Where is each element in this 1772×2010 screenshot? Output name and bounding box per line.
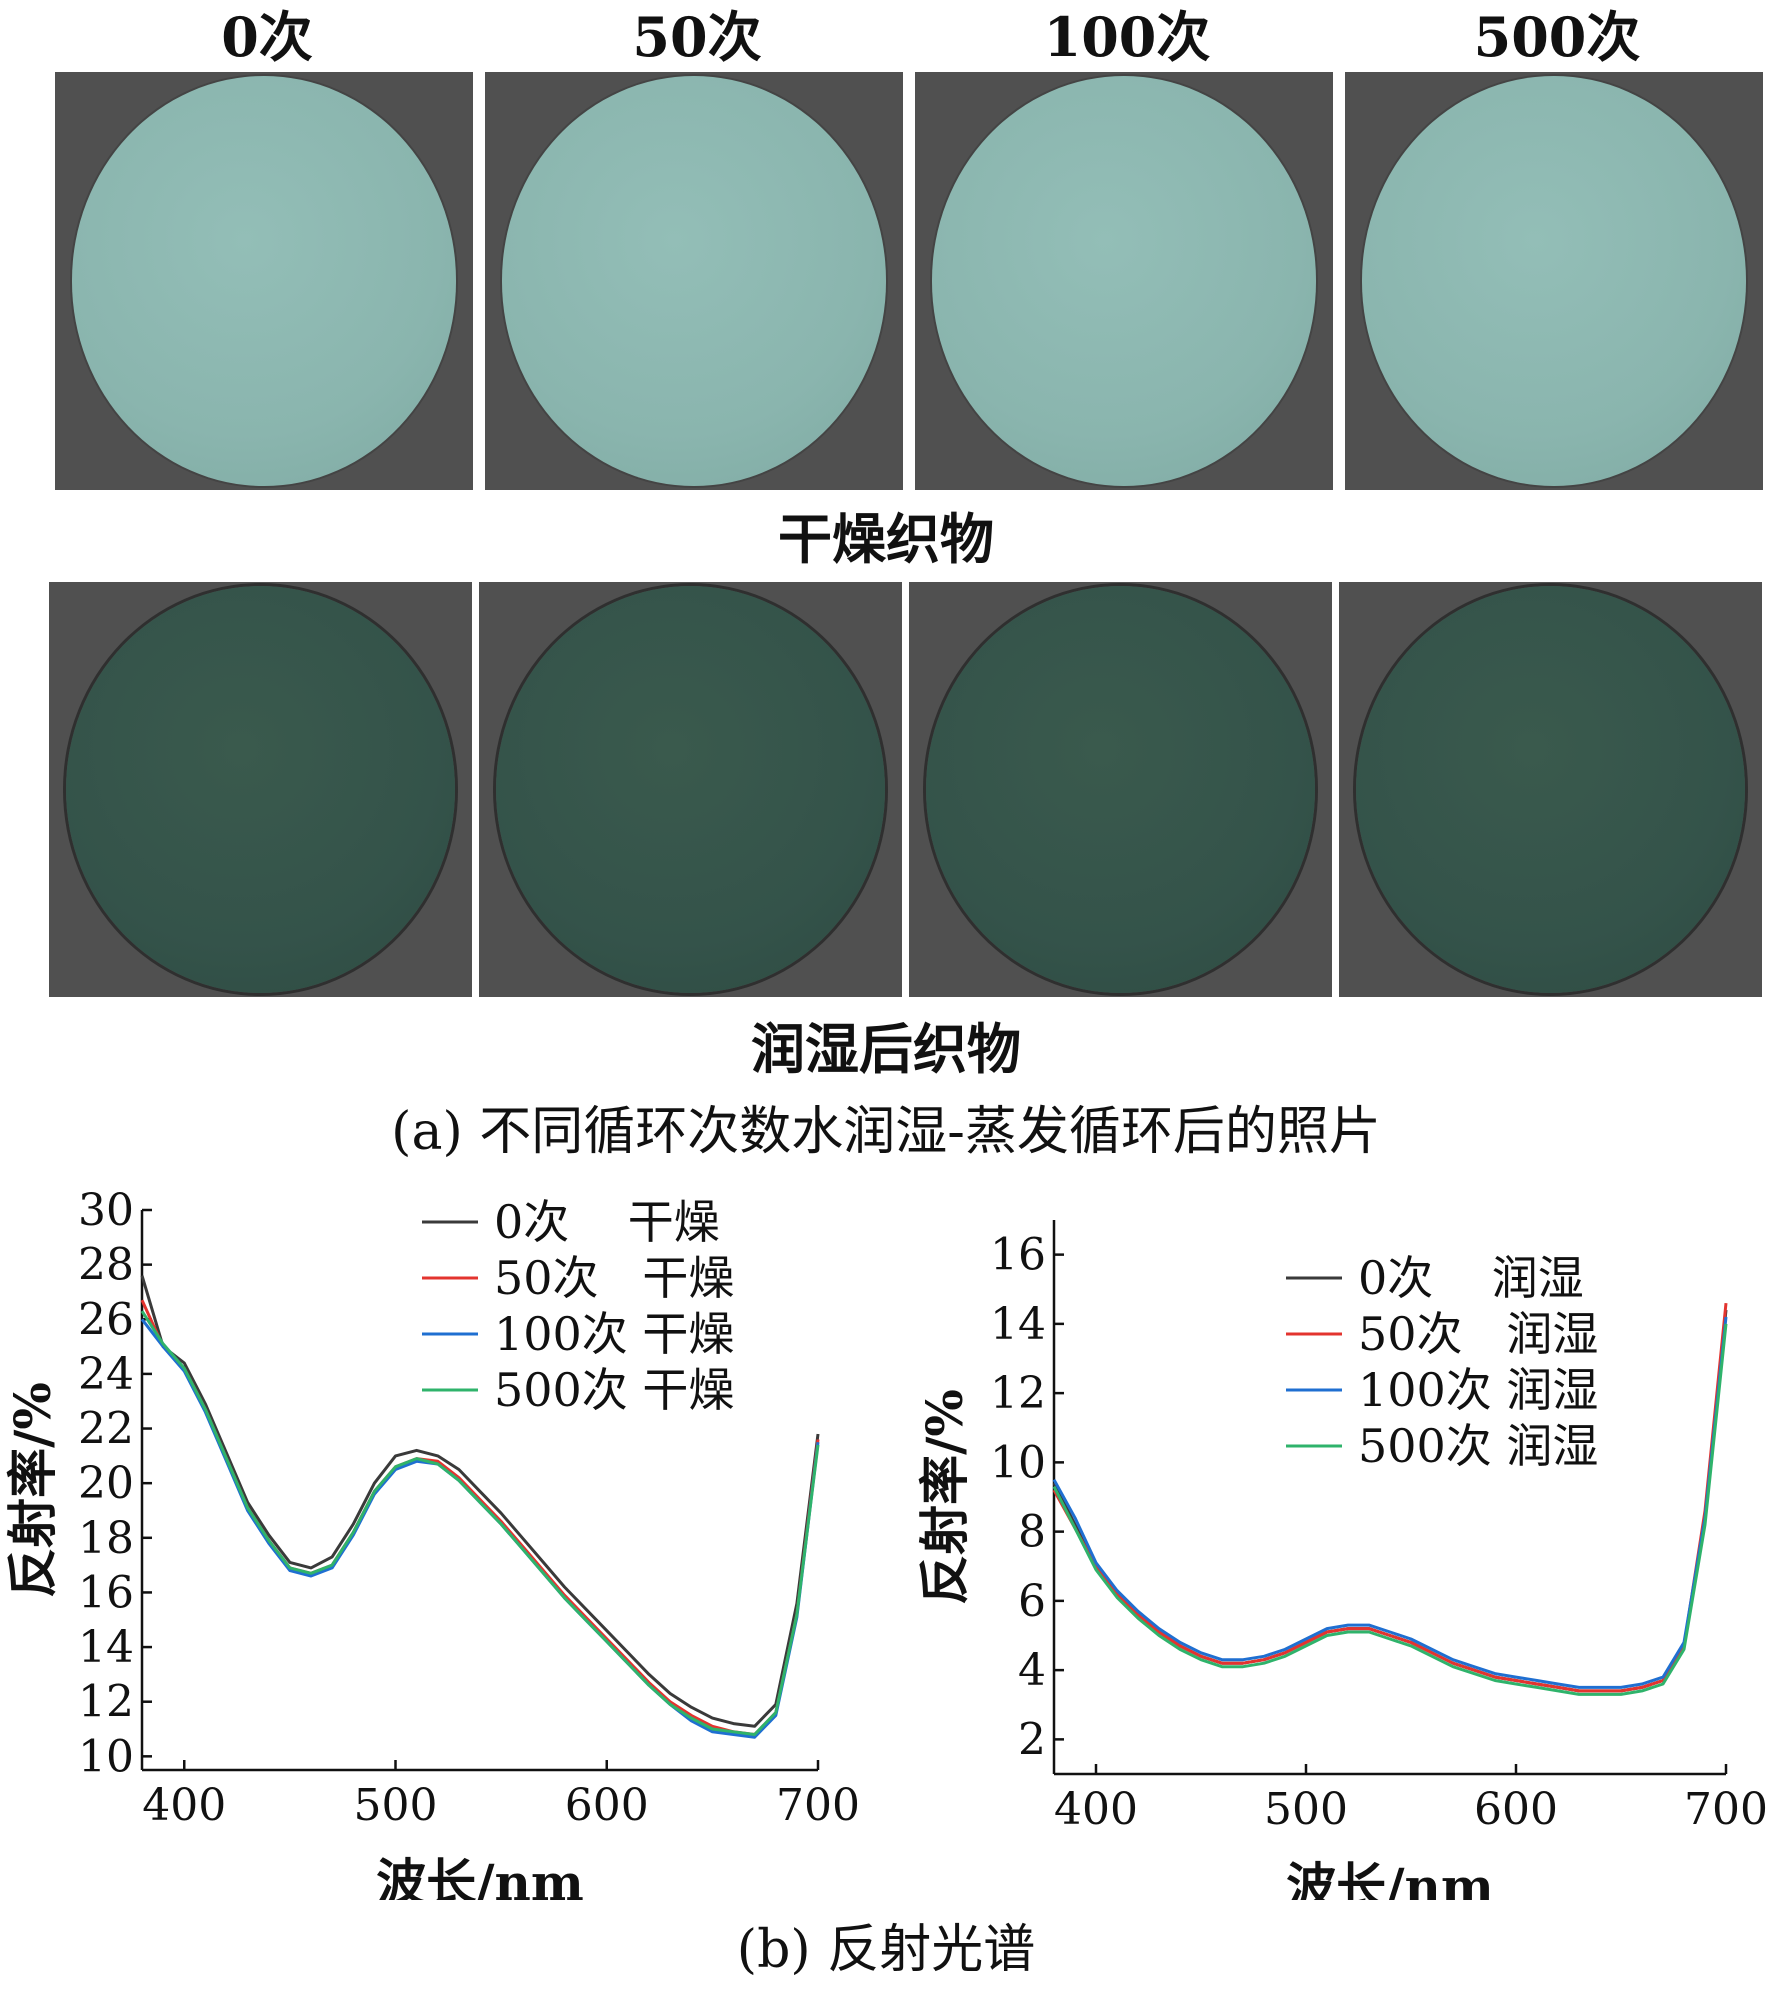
y-tick-label: 10 (78, 1731, 134, 1782)
x-tick-label: 500 (354, 1780, 438, 1831)
y-tick-label: 28 (78, 1240, 134, 1291)
legend-label-2: 100次 干燥 (494, 1307, 734, 1361)
x-tick-label: 400 (142, 1780, 226, 1831)
x-tick-label: 500 (1264, 1784, 1348, 1835)
legend-label-0: 0次 干燥 (494, 1195, 720, 1249)
dry-photo-50 (485, 72, 903, 490)
wet-fabric-disc (495, 586, 886, 993)
y-tick-label: 18 (78, 1513, 134, 1564)
legend-label-3: 500次 润湿 (1358, 1419, 1598, 1473)
column-label-100: 100次 (1043, 5, 1211, 69)
y-tick-label: 6 (1018, 1576, 1046, 1627)
wet-photo-50 (479, 582, 902, 997)
x-tick-label: 700 (1684, 1784, 1768, 1835)
y-axis-label: 反射率/% (915, 1389, 974, 1605)
y-tick-label: 12 (990, 1368, 1046, 1419)
dry-fabric-disc (71, 76, 457, 486)
wet-fabric-disc (1355, 586, 1746, 993)
y-tick-label: 22 (78, 1404, 134, 1455)
x-tick-label: 600 (1474, 1784, 1558, 1835)
legend-label-2: 100次 润湿 (1358, 1363, 1598, 1417)
y-tick-label: 8 (1018, 1507, 1046, 1558)
series-line-0 (140, 1275, 820, 1728)
dry-fabric-disc (1361, 76, 1747, 486)
wet-fabric-disc (925, 586, 1316, 993)
x-axis-label: 波长/nm (1286, 1857, 1494, 1900)
y-tick-label: 16 (78, 1567, 134, 1618)
series-line-3 (1052, 1323, 1728, 1696)
x-tick-label: 400 (1054, 1784, 1138, 1835)
dry-photo-0 (55, 72, 473, 490)
x-axis-label: 波长/nm (376, 1853, 584, 1900)
wet-photo-100 (909, 582, 1332, 997)
column-label-500: 500次 (1473, 5, 1641, 69)
wet-fabric-label: 润湿后织物 (751, 1017, 1021, 1081)
y-tick-label: 16 (990, 1230, 1046, 1281)
legend-label-3: 500次 干燥 (494, 1363, 734, 1417)
series-line-1 (1052, 1302, 1728, 1693)
wet-photo-500 (1339, 582, 1762, 997)
series-line-2 (1052, 1316, 1728, 1689)
y-tick-label: 4 (1018, 1645, 1046, 1696)
y-tick-label: 14 (990, 1299, 1046, 1350)
y-tick-label: 14 (78, 1622, 134, 1673)
dry-photo-500 (1345, 72, 1763, 490)
y-tick-label: 30 (78, 1185, 134, 1236)
spectra-caption: (b) 反射光谱 (736, 1920, 1036, 1980)
dry-fabric-label: 干燥织物 (778, 507, 994, 571)
legend-label-1: 50次 干燥 (494, 1251, 734, 1305)
dry-photo-100 (915, 72, 1333, 490)
wet-fabric-disc (65, 586, 456, 993)
y-tick-label: 20 (78, 1458, 134, 1509)
x-tick-label: 600 (565, 1780, 649, 1831)
dry-fabric-disc (501, 76, 887, 486)
column-label-0: 0次 (221, 5, 313, 69)
series-line-3 (140, 1310, 820, 1736)
legend-label-1: 50次 润湿 (1358, 1307, 1598, 1361)
y-axis-label: 反射率/% (3, 1382, 62, 1598)
y-tick-label: 2 (1018, 1714, 1046, 1765)
y-tick-label: 12 (78, 1677, 134, 1728)
y-tick-label: 10 (990, 1437, 1046, 1488)
x-tick-label: 700 (776, 1780, 860, 1831)
column-label-50: 50次 (632, 5, 762, 69)
legend-label-0: 0次 润湿 (1358, 1251, 1584, 1305)
wet-photo-0 (49, 582, 472, 997)
y-tick-label: 26 (78, 1294, 134, 1345)
photos-caption: (a) 不同循环次数水润湿-蒸发循环后的照片 (391, 1102, 1381, 1162)
dry-fabric-disc (931, 76, 1317, 486)
y-tick-label: 24 (78, 1349, 134, 1400)
